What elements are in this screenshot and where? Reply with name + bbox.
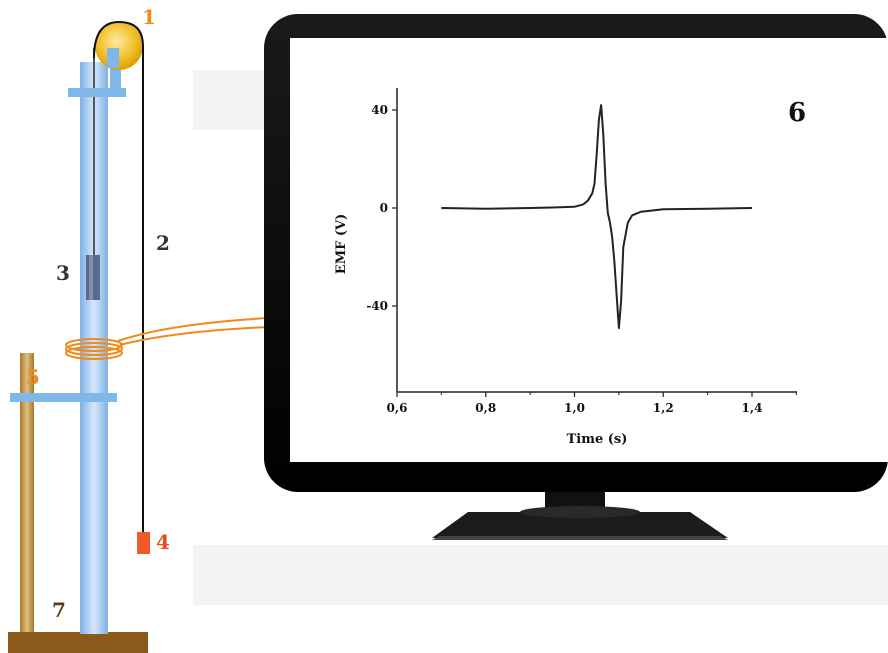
label-magnet: 3: [56, 261, 70, 285]
weight: [137, 532, 150, 554]
magnet-shade: [89, 255, 93, 300]
x-tick-label: 1,2: [653, 401, 674, 415]
y-tick-label: -40: [366, 299, 388, 313]
y-tick-label: 0: [380, 201, 388, 215]
emf-trace: [441, 104, 753, 330]
label-weight: 4: [156, 530, 170, 554]
label-monitor: 6: [788, 98, 806, 128]
stand-base: [8, 632, 148, 653]
background-band-floor: [193, 545, 888, 605]
y-axis-label: EMF (V): [334, 214, 349, 274]
y-ticks: 40 0 -40: [366, 103, 397, 313]
coil: [65, 338, 123, 360]
top-clamp-post: [110, 50, 121, 97]
top-clamp: [68, 88, 126, 97]
label-coil: 5: [26, 365, 40, 389]
label-string: 2: [156, 231, 170, 255]
x-tick-label: 0,8: [475, 401, 496, 415]
x-tick-label: 0,6: [387, 401, 408, 415]
x-tick-label: 1,0: [564, 401, 585, 415]
emf-chart: 0,6 0,8 1,0 1,2 1,4 40 0 -40 Time (s) EMF (V): [334, 88, 797, 447]
y-tick-label: 40: [371, 103, 388, 117]
pulley-bracket: [107, 48, 119, 68]
x-tick-label: 1,4: [742, 401, 763, 415]
x-ticks: 0,6 0,8 1,0 1,2 1,4: [387, 392, 797, 415]
label-pulley: 1: [142, 5, 156, 29]
lower-clamp: [10, 393, 117, 402]
label-stand: 7: [52, 598, 66, 622]
x-axis-label: Time (s): [567, 432, 628, 447]
monitor-stand: [432, 490, 728, 540]
string: [93, 20, 144, 532]
stand-rod: [20, 353, 34, 633]
coil-wires: [117, 317, 269, 346]
